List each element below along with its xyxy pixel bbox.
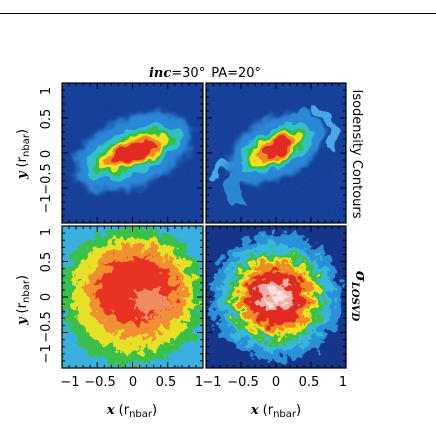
y-tick-bottom-3: 0.5 — [39, 252, 54, 273]
title-inc-symbol: inc — [149, 66, 171, 81]
panel-tr-bar — [227, 112, 325, 184]
x-tick-left-3: 0.5 — [156, 375, 177, 390]
x-axis-title-right: x (rnbar) — [250, 403, 301, 420]
tick-marks — [61, 82, 347, 369]
panel-bl-dispersion — [62, 226, 203, 368]
figure-title: inc=30° PA=20° — [149, 66, 261, 81]
y-tick-bottom-2: 0 — [39, 293, 54, 301]
x-tick-left-4: 1 — [195, 375, 203, 390]
panel-br-dispersion — [210, 233, 342, 361]
y-tick-top-2: 0 — [39, 150, 54, 158]
panel-tl-bar — [74, 112, 192, 192]
x-tick-right-1: −0.5 — [227, 375, 259, 390]
x-tick-right-4: 1 — [339, 375, 347, 390]
y-tick-labels-bottom: −1 −0.5 0 0.5 1 — [39, 228, 54, 364]
x-tick-right-3: 0.5 — [299, 375, 320, 390]
y-tick-top-1: −0.5 — [39, 163, 54, 195]
panel-bottom-left — [62, 226, 203, 368]
x-tick-right-0: −1 — [202, 375, 221, 390]
y-tick-bottom-0: −1 — [39, 344, 54, 363]
title-inc-value: =30° — [171, 66, 205, 81]
x-tick-left-1: −0.5 — [84, 375, 116, 390]
top-rule — [0, 13, 436, 14]
x-tick-right-2: 0 — [272, 375, 280, 390]
right-label-losvd: σLOSVD — [349, 271, 370, 322]
y-axis-title-top: y(rnbar) — [15, 129, 32, 180]
panel-top-right — [206, 83, 346, 223]
x-tick-left-2: 0 — [129, 375, 137, 390]
y-tick-bottom-1: −0.5 — [39, 311, 54, 343]
x-tick-left-0: −1 — [60, 375, 79, 390]
y-tick-top-4: 1 — [39, 87, 54, 95]
x-tick-labels-left: −1 −0.5 0 0.5 1 — [60, 375, 203, 390]
panel-bottom-right — [206, 226, 346, 368]
right-label-isodensity: Isodensity Contours — [349, 89, 364, 218]
y-tick-top-0: −1 — [39, 194, 54, 213]
panel-top-left — [62, 83, 203, 223]
y-tick-top-3: 0.5 — [39, 109, 54, 130]
x-axis-title-left: x (rnbar) — [106, 403, 157, 420]
y-tick-bottom-4: 1 — [39, 228, 54, 236]
title-pa: PA=20° — [211, 66, 261, 81]
y-axis-title-bottom: y(rnbar) — [15, 275, 32, 326]
x-tick-labels-right: −1 −0.5 0 0.5 1 — [202, 375, 347, 390]
y-tick-labels-top: −1 −0.5 0 0.5 1 — [39, 87, 54, 214]
